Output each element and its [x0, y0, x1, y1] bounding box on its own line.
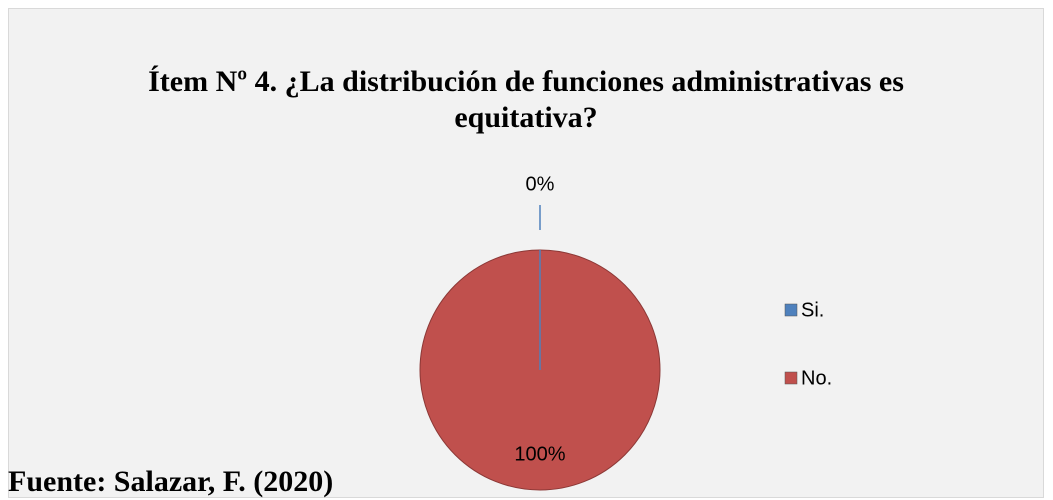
data-label: 0% — [526, 173, 555, 195]
legend-label: Si. — [801, 299, 824, 321]
chart-title: Ítem Nº 4. ¿La distribución de funciones… — [148, 65, 904, 134]
data-label: 100% — [514, 443, 565, 465]
legend-swatch — [784, 371, 798, 385]
legend-swatch — [784, 303, 798, 317]
legend-label: No. — [801, 367, 832, 389]
source-note: Fuente: Salazar, F. (2020) — [8, 465, 334, 498]
